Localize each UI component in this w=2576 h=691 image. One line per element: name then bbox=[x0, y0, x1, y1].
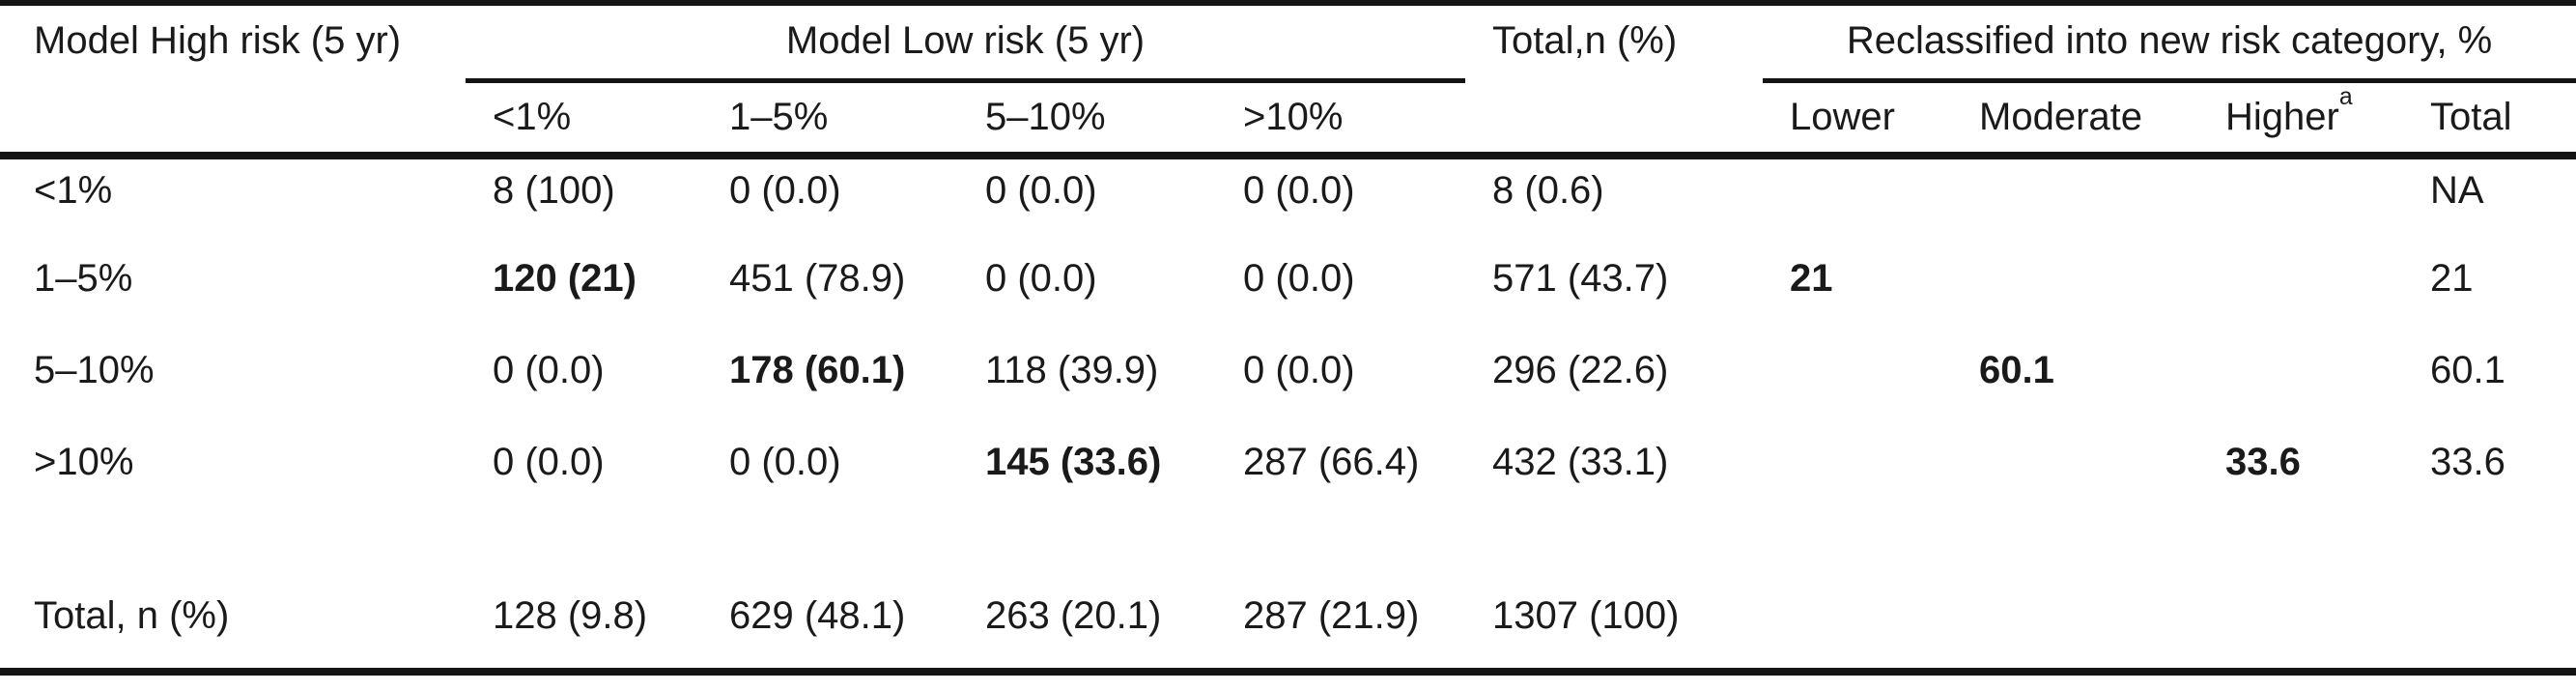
cell-reclass-moderate bbox=[1952, 156, 2198, 247]
spacer-row bbox=[0, 523, 2576, 563]
cell: 0 (0.0) bbox=[1243, 257, 1355, 300]
cell-reclass-higher-emphasized: 33.6 bbox=[2225, 441, 2301, 483]
cell-reclass-total: NA bbox=[2430, 169, 2484, 212]
cell-reclass-lower bbox=[1763, 156, 1952, 247]
cell-reclass-total: 60.1 bbox=[2430, 349, 2505, 391]
cell: 0 (0.0) bbox=[1243, 349, 1355, 391]
column-header-total-n: Total,n (%) bbox=[1465, 3, 1764, 159]
cell-total: 571 (43.7) bbox=[1492, 257, 1669, 300]
cell: 287 (66.4) bbox=[1243, 441, 1420, 483]
cell-reclass-total: 21 bbox=[2430, 257, 2474, 300]
header-group-row: Model High risk (5 yr) Model Low risk (5… bbox=[0, 3, 2576, 159]
table-row-1-5pct: 1–5% 120 (21) 451 (78.9) 0 (0.0) 0 (0.0)… bbox=[0, 247, 2576, 339]
cell-total: 296 (22.6) bbox=[1492, 349, 1669, 391]
cell-reclass-lower-emphasized: 21 bbox=[1790, 257, 1833, 300]
cell-reclass-moderate bbox=[1952, 431, 2198, 523]
subheader-moderate: Moderate bbox=[1952, 80, 2199, 159]
cell-total: 1307 (100) bbox=[1492, 594, 1680, 637]
cell-reclass-lower bbox=[1763, 563, 1952, 672]
cell-reclass-total: 33.6 bbox=[2430, 441, 2505, 483]
cell: 451 (78.9) bbox=[729, 257, 906, 300]
cell: 0 (0.0) bbox=[985, 257, 1097, 300]
cell-total: 432 (33.1) bbox=[1492, 441, 1669, 483]
table-row-total: Total, n (%) 128 (9.8) 629 (48.1) 263 (2… bbox=[0, 563, 2576, 672]
header-subcolumn-row: <1% 1–5% 5–10% >10% Lower Moderate Highe… bbox=[0, 80, 2576, 159]
cell: 0 (0.0) bbox=[493, 441, 605, 483]
spacer-cell bbox=[0, 523, 2576, 563]
cell-reclass-moderate bbox=[1952, 247, 2198, 339]
cell-reclass-lower bbox=[1763, 339, 1952, 431]
cell-total: 8 (0.6) bbox=[1492, 169, 1604, 212]
cell-reclass-moderate bbox=[1952, 563, 2198, 672]
cell: 118 (39.9) bbox=[985, 349, 1159, 391]
cell-reclass-lower bbox=[1763, 431, 1952, 523]
row-label: 1–5% bbox=[34, 257, 133, 300]
cell: 0 (0.0) bbox=[729, 169, 841, 212]
cell-reclass-higher bbox=[2198, 339, 2403, 431]
row-label-total: Total, n (%) bbox=[34, 594, 230, 637]
subheader-5-10pct: 5–10% bbox=[958, 80, 1216, 159]
subheader-higher-label: Higher bbox=[2225, 96, 2339, 139]
cell: 0 (0.0) bbox=[493, 349, 605, 391]
cell: 0 (0.0) bbox=[729, 441, 841, 483]
group-header-reclassified: Reclassified into new risk category, % bbox=[1763, 3, 2576, 83]
group-header-model-low-risk: Model Low risk (5 yr) bbox=[466, 3, 1466, 83]
cell: 263 (20.1) bbox=[985, 594, 1162, 637]
cell-emphasized: 145 (33.6) bbox=[985, 441, 1162, 483]
row-label: >10% bbox=[34, 441, 134, 483]
cell-reclass-moderate-emphasized: 60.1 bbox=[1979, 349, 2054, 391]
reclassification-table: Model High risk (5 yr) Model Low risk (5… bbox=[0, 0, 2576, 676]
row-label: <1% bbox=[34, 169, 113, 212]
cell: 287 (21.9) bbox=[1243, 594, 1420, 637]
cell-emphasized: 120 (21) bbox=[493, 257, 637, 300]
subheader-1-5pct: 1–5% bbox=[702, 80, 958, 159]
cell-reclass-total bbox=[2403, 563, 2576, 672]
cell: 128 (9.8) bbox=[493, 594, 648, 637]
footnote-marker-a: a bbox=[2338, 83, 2353, 110]
subheader-lower: Lower bbox=[1763, 80, 1953, 159]
table-row-5-10pct: 5–10% 0 (0.0) 178 (60.1) 118 (39.9) 0 (0… bbox=[0, 339, 2576, 431]
cell: 0 (0.0) bbox=[985, 169, 1097, 212]
corner-header-model-high-risk: Model High risk (5 yr) bbox=[0, 3, 466, 159]
table-row-gt10pct: >10% 0 (0.0) 0 (0.0) 145 (33.6) 287 (66.… bbox=[0, 431, 2576, 523]
cell-reclass-higher bbox=[2198, 247, 2403, 339]
cell-emphasized: 178 (60.1) bbox=[729, 349, 906, 391]
cell: 8 (100) bbox=[493, 169, 615, 212]
row-label: 5–10% bbox=[34, 349, 155, 391]
cell: 629 (48.1) bbox=[729, 594, 906, 637]
cell-reclass-higher bbox=[2198, 156, 2403, 247]
subheader-lt1pct: <1% bbox=[466, 80, 702, 159]
cell-reclass-higher bbox=[2198, 563, 2403, 672]
subheader-higher: Highera bbox=[2198, 80, 2404, 159]
subheader-gt10pct: >10% bbox=[1216, 80, 1466, 159]
subheader-reclass-total: Total bbox=[2403, 80, 2576, 159]
cell: 0 (0.0) bbox=[1243, 169, 1355, 212]
table-row-lt1pct: <1% 8 (100) 0 (0.0) 0 (0.0) 0 (0.0) 8 (0… bbox=[0, 156, 2576, 247]
